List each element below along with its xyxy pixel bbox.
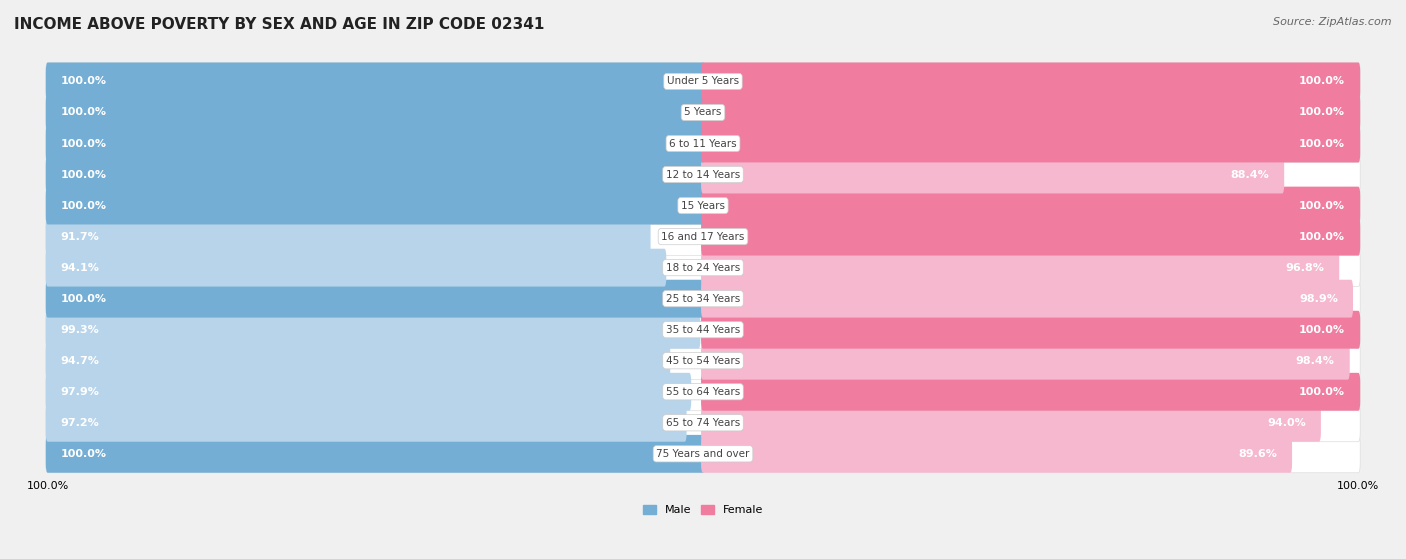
Text: Under 5 Years: Under 5 Years xyxy=(666,77,740,87)
FancyBboxPatch shape xyxy=(46,93,704,131)
Text: 6 to 11 Years: 6 to 11 Years xyxy=(669,139,737,149)
FancyBboxPatch shape xyxy=(702,155,1284,193)
FancyBboxPatch shape xyxy=(46,125,1360,163)
Text: 94.7%: 94.7% xyxy=(60,356,100,366)
Text: 91.7%: 91.7% xyxy=(60,231,100,241)
FancyBboxPatch shape xyxy=(46,311,700,349)
Text: 75 Years and over: 75 Years and over xyxy=(657,449,749,459)
FancyBboxPatch shape xyxy=(46,249,1360,287)
FancyBboxPatch shape xyxy=(46,311,1360,349)
FancyBboxPatch shape xyxy=(46,435,704,473)
FancyBboxPatch shape xyxy=(702,63,1360,101)
Text: 5 Years: 5 Years xyxy=(685,107,721,117)
FancyBboxPatch shape xyxy=(46,404,1360,442)
FancyBboxPatch shape xyxy=(702,93,1360,131)
Text: 94.1%: 94.1% xyxy=(60,263,100,273)
Text: 18 to 24 Years: 18 to 24 Years xyxy=(666,263,740,273)
Text: 100.0%: 100.0% xyxy=(60,293,107,304)
FancyBboxPatch shape xyxy=(46,93,1360,131)
Text: 45 to 54 Years: 45 to 54 Years xyxy=(666,356,740,366)
FancyBboxPatch shape xyxy=(46,249,666,287)
FancyBboxPatch shape xyxy=(46,342,671,380)
Text: 94.0%: 94.0% xyxy=(1267,418,1306,428)
FancyBboxPatch shape xyxy=(702,217,1360,255)
Text: 96.8%: 96.8% xyxy=(1285,263,1324,273)
Text: 89.6%: 89.6% xyxy=(1239,449,1277,459)
Text: 100.0%: 100.0% xyxy=(1299,325,1346,335)
FancyBboxPatch shape xyxy=(46,373,1360,411)
Text: 99.3%: 99.3% xyxy=(60,325,100,335)
FancyBboxPatch shape xyxy=(46,435,1360,473)
Text: 100.0%: 100.0% xyxy=(60,77,107,87)
FancyBboxPatch shape xyxy=(46,373,692,411)
Text: 25 to 34 Years: 25 to 34 Years xyxy=(666,293,740,304)
Text: 100.0%: 100.0% xyxy=(1299,107,1346,117)
FancyBboxPatch shape xyxy=(46,342,1360,380)
FancyBboxPatch shape xyxy=(702,280,1353,318)
Text: 100.0%: 100.0% xyxy=(60,107,107,117)
FancyBboxPatch shape xyxy=(702,125,1360,163)
FancyBboxPatch shape xyxy=(46,155,704,193)
FancyBboxPatch shape xyxy=(702,342,1350,380)
Text: 16 and 17 Years: 16 and 17 Years xyxy=(661,231,745,241)
FancyBboxPatch shape xyxy=(46,125,704,163)
FancyBboxPatch shape xyxy=(46,280,1360,318)
Text: 88.4%: 88.4% xyxy=(1230,169,1270,179)
FancyBboxPatch shape xyxy=(46,63,1360,101)
FancyBboxPatch shape xyxy=(702,311,1360,349)
Text: 100.0%: 100.0% xyxy=(1299,139,1346,149)
FancyBboxPatch shape xyxy=(46,404,686,442)
Text: 55 to 64 Years: 55 to 64 Years xyxy=(666,387,740,397)
Text: 100.0%: 100.0% xyxy=(60,201,107,211)
Text: 98.9%: 98.9% xyxy=(1299,293,1339,304)
FancyBboxPatch shape xyxy=(702,404,1320,442)
FancyBboxPatch shape xyxy=(46,217,1360,255)
Text: 100.0%: 100.0% xyxy=(1299,77,1346,87)
Text: 12 to 14 Years: 12 to 14 Years xyxy=(666,169,740,179)
Text: 100.0%: 100.0% xyxy=(60,139,107,149)
Text: 97.2%: 97.2% xyxy=(60,418,100,428)
Text: INCOME ABOVE POVERTY BY SEX AND AGE IN ZIP CODE 02341: INCOME ABOVE POVERTY BY SEX AND AGE IN Z… xyxy=(14,17,544,32)
Text: 98.4%: 98.4% xyxy=(1296,356,1334,366)
FancyBboxPatch shape xyxy=(702,249,1340,287)
Text: 100.0%: 100.0% xyxy=(1299,387,1346,397)
FancyBboxPatch shape xyxy=(46,63,704,101)
Legend: Male, Female: Male, Female xyxy=(638,501,768,520)
Text: 35 to 44 Years: 35 to 44 Years xyxy=(666,325,740,335)
FancyBboxPatch shape xyxy=(46,280,704,318)
FancyBboxPatch shape xyxy=(46,187,1360,225)
Text: 65 to 74 Years: 65 to 74 Years xyxy=(666,418,740,428)
Text: 100.0%: 100.0% xyxy=(60,169,107,179)
Text: 15 Years: 15 Years xyxy=(681,201,725,211)
FancyBboxPatch shape xyxy=(702,435,1292,473)
FancyBboxPatch shape xyxy=(46,217,651,255)
Text: 100.0%: 100.0% xyxy=(1299,201,1346,211)
FancyBboxPatch shape xyxy=(46,155,1360,193)
FancyBboxPatch shape xyxy=(46,187,704,225)
Text: 100.0%: 100.0% xyxy=(60,449,107,459)
Text: Source: ZipAtlas.com: Source: ZipAtlas.com xyxy=(1274,17,1392,27)
FancyBboxPatch shape xyxy=(702,373,1360,411)
Text: 100.0%: 100.0% xyxy=(1299,231,1346,241)
FancyBboxPatch shape xyxy=(702,187,1360,225)
Text: 97.9%: 97.9% xyxy=(60,387,100,397)
